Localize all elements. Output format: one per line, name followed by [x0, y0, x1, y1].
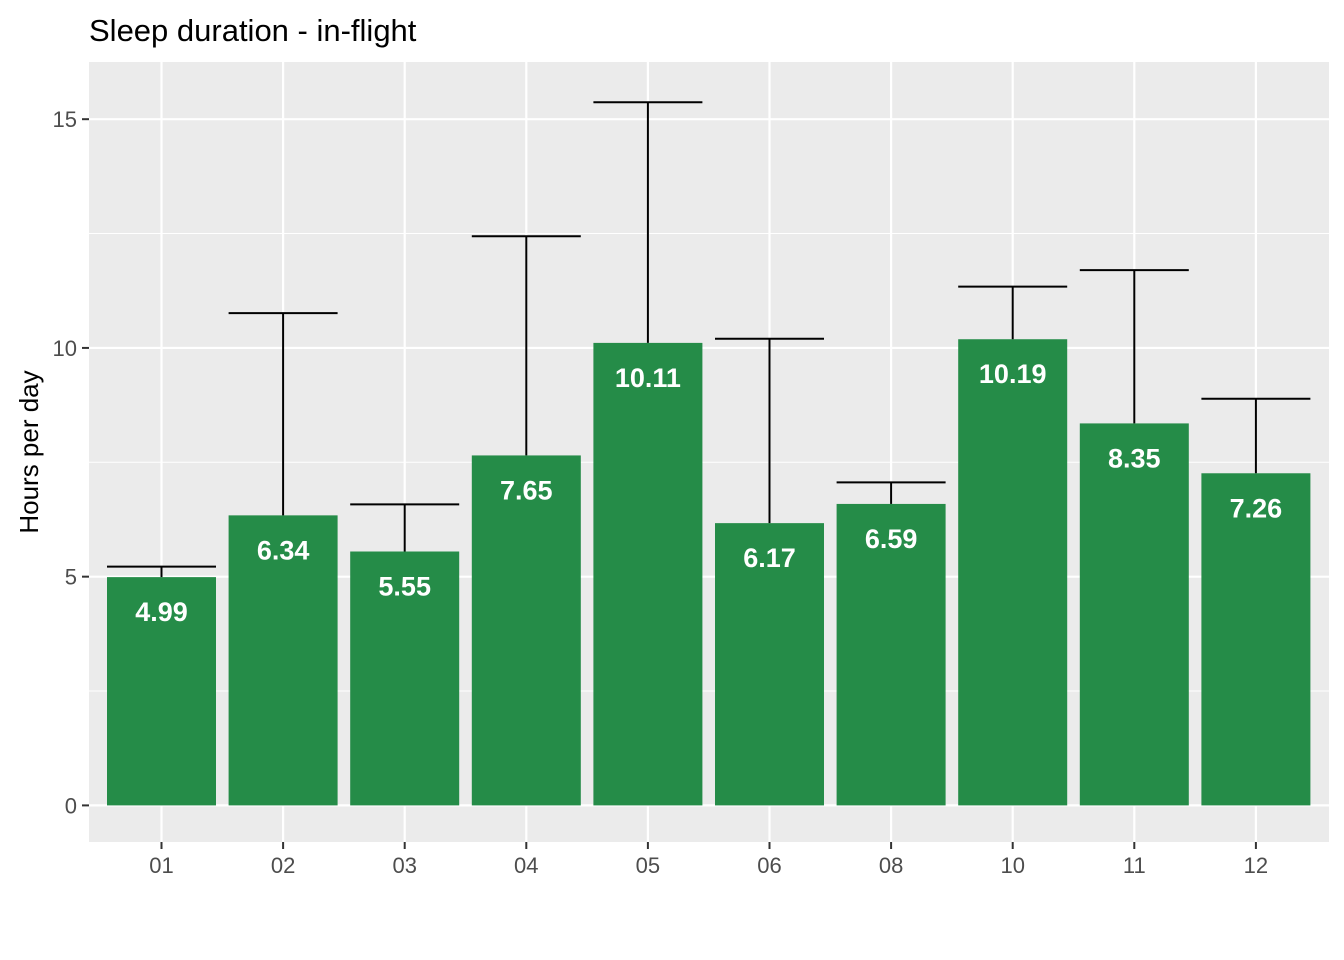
bar-08 [836, 503, 946, 806]
data-label: 5.55 [378, 572, 431, 602]
data-label: 8.35 [1108, 443, 1161, 473]
data-label: 4.99 [135, 597, 188, 627]
x-tick-label: 03 [392, 853, 416, 878]
x-tick-label: 12 [1244, 853, 1268, 878]
bar-02 [228, 515, 338, 806]
bar-06 [715, 523, 824, 806]
bar-11 [1079, 423, 1189, 806]
y-tick-label: 5 [65, 565, 77, 590]
bar-10 [958, 339, 1068, 806]
bar-12 [1201, 473, 1311, 806]
bar-01 [107, 577, 216, 806]
x-axis: 01 02 03 04 05 06 08 10 11 12 [149, 842, 1268, 878]
bars [107, 339, 1311, 806]
data-label: 6.59 [865, 524, 918, 554]
data-label: 10.11 [615, 363, 681, 393]
bar-05 [593, 342, 703, 806]
x-tick-label: 01 [149, 853, 173, 878]
data-label: 10.19 [979, 359, 1047, 389]
data-label: 6.34 [257, 535, 310, 565]
data-label: 7.26 [1230, 493, 1283, 523]
data-label: 6.17 [743, 543, 796, 573]
x-tick-label: 06 [757, 853, 781, 878]
x-tick-label: 04 [514, 853, 538, 878]
y-tick-label: 0 [65, 793, 77, 818]
bar-04 [471, 455, 581, 806]
bar-labels: 4.99 6.34 5.55 7.65 10.11 6.17 6.59 10.19 8.35 7.… [135, 359, 1282, 627]
error-bars [107, 101, 1311, 578]
x-tick-label: 02 [271, 853, 295, 878]
x-tick-label: 05 [636, 853, 660, 878]
x-tick-label: 08 [879, 853, 903, 878]
bar-03 [350, 551, 460, 806]
x-tick-label: 11 [1123, 853, 1146, 878]
y-tick-label: 10 [53, 336, 77, 361]
x-tick-label: 10 [1000, 853, 1024, 878]
y-tick-label: 15 [53, 107, 77, 132]
chart-title: Sleep duration - in-flight [89, 13, 417, 48]
y-axis-title: Hours per day [14, 370, 44, 533]
data-label: 7.65 [500, 475, 553, 505]
y-axis: 0 5 10 15 [53, 107, 89, 818]
